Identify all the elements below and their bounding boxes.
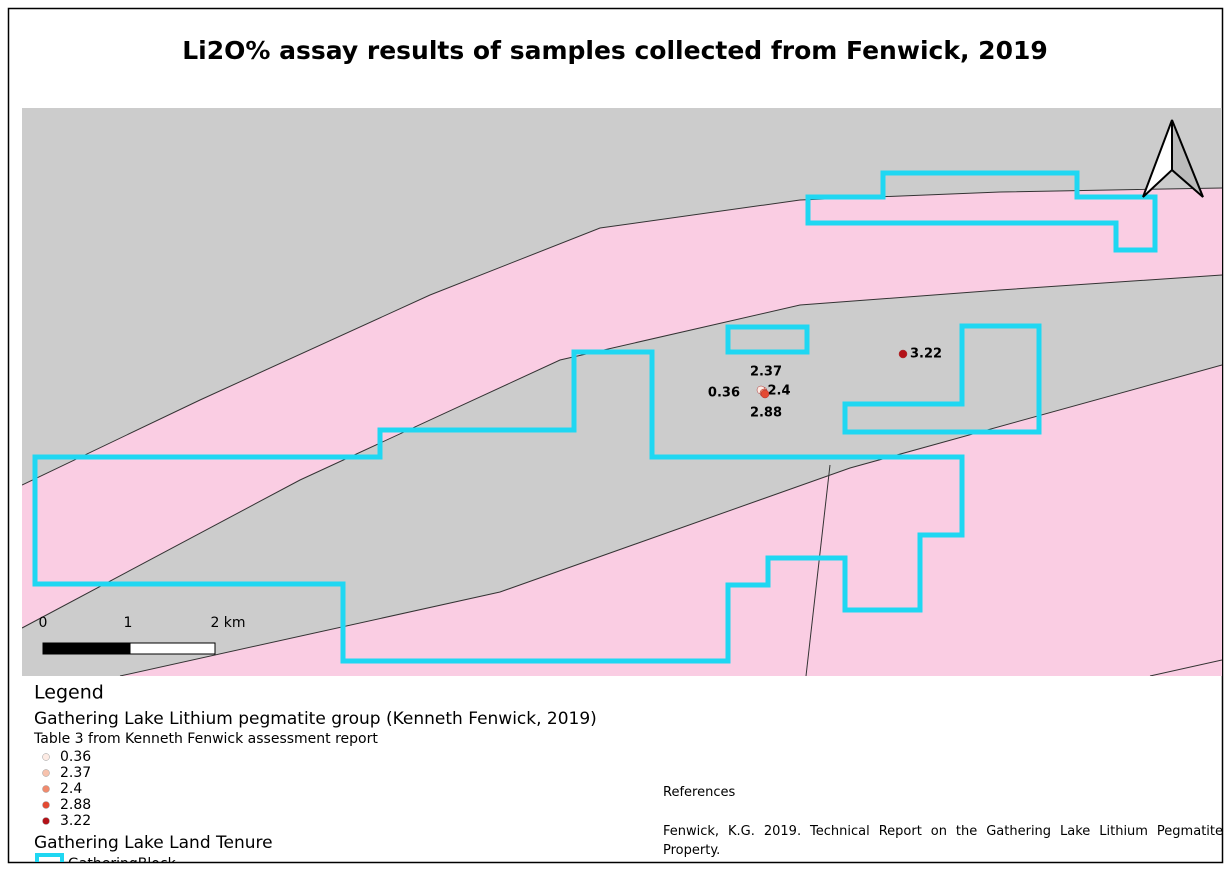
- sample-label: 2.37: [750, 365, 782, 380]
- references-text: Fenwick, K.G. 2019. Technical Report on …: [663, 824, 1223, 858]
- legend-symbol: [42, 801, 50, 809]
- references-heading: References: [663, 785, 736, 800]
- scale-bar-segment: [42, 642, 131, 655]
- scale-bar-segment: [129, 642, 216, 655]
- legend-label: 2.37: [60, 765, 91, 781]
- legend-tenure-item: GatheringBlock: [68, 856, 177, 869]
- tenure-block: [32, 349, 965, 664]
- legend-symbol: [42, 785, 50, 793]
- map-title: Li2O% assay results of samples collected…: [182, 36, 1048, 65]
- tenure-block: [725, 324, 810, 355]
- north-arrow: [1142, 119, 1204, 198]
- map-frame: 0 1 2 km 2.37 0.36 2.4 2.88 3.22: [22, 108, 1222, 676]
- sample-point: [898, 349, 908, 359]
- legend-label: 2.88: [60, 797, 91, 813]
- tenure-block: [805, 170, 1158, 253]
- geology-contact: [22, 274, 1222, 629]
- references: References Fenwick, K.G. 2019. Technical…: [663, 785, 1223, 860]
- scale-label: 2 km: [210, 615, 245, 631]
- tenure-block: [842, 323, 1042, 435]
- geology-contact: [22, 187, 1222, 486]
- sample-label: 0.36: [708, 386, 740, 401]
- sample-label: 3.22: [910, 347, 942, 362]
- legend-title: Legend: [34, 682, 104, 704]
- legend-label: 3.22: [60, 813, 91, 829]
- legend-layer: Table 3 from Kenneth Fenwick assessment …: [33, 731, 378, 747]
- scale-label: 1: [124, 615, 133, 631]
- legend-group: Gathering Lake Lithium pegmatite group (…: [34, 709, 597, 729]
- pegmatite-band: [22, 188, 1222, 628]
- legend-tenure-symbol: [35, 853, 64, 862]
- sample-label: 2.88: [750, 406, 782, 421]
- legend-symbol: [42, 769, 50, 777]
- page-border: [7, 7, 1224, 864]
- legend-symbol: [42, 817, 50, 825]
- geology-contact: [1149, 659, 1222, 676]
- legend-label: 0.36: [60, 749, 91, 765]
- sample-label: 2.4: [767, 384, 790, 399]
- geology-contact: [805, 464, 831, 676]
- legend-label: 2.4: [60, 781, 82, 797]
- geology-contact: [119, 364, 1222, 676]
- pegmatite-band: [120, 365, 1222, 676]
- sample-point: [760, 389, 770, 399]
- legend-tenure-title: Gathering Lake Land Tenure: [34, 833, 273, 853]
- scale-label: 0: [39, 615, 48, 631]
- legend-symbol: [42, 753, 50, 761]
